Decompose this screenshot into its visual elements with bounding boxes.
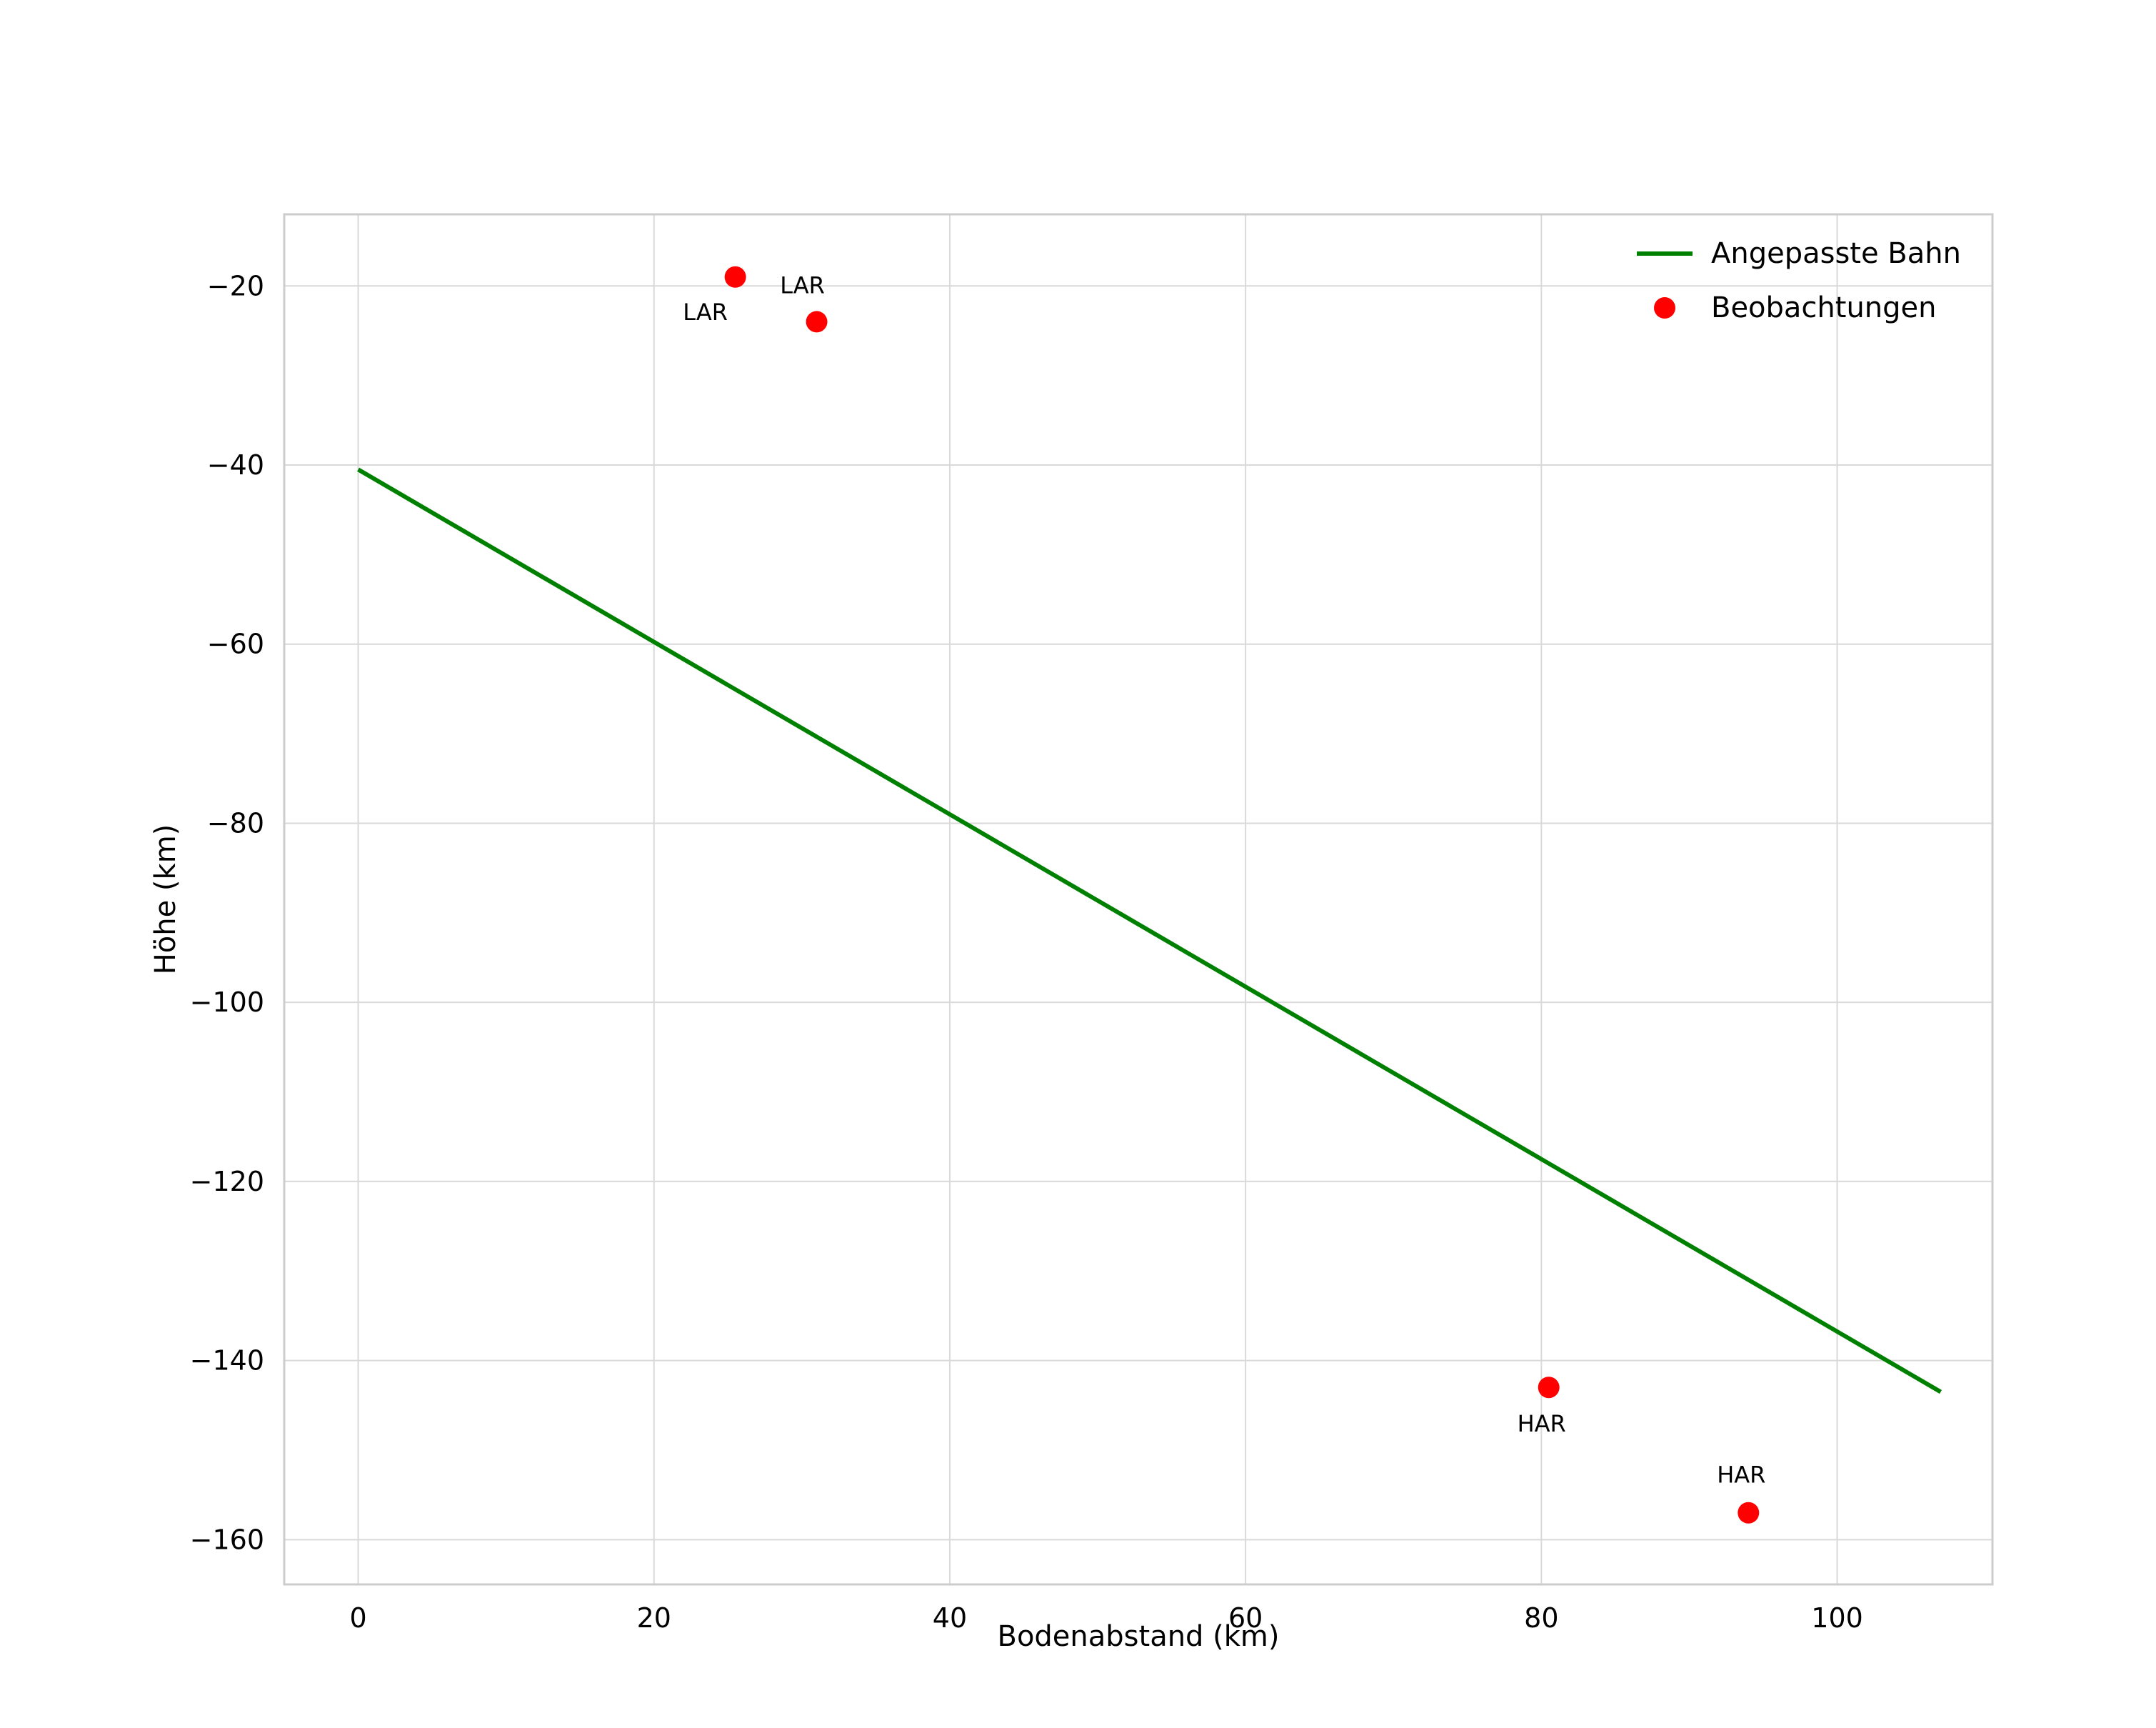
observation-point bbox=[806, 311, 828, 333]
station-label: LAR bbox=[683, 299, 728, 326]
fitted-trajectory-line bbox=[357, 467, 1942, 1394]
x-tick-label: 60 bbox=[1228, 1602, 1263, 1634]
x-tick-label: 0 bbox=[349, 1602, 366, 1634]
line-sample-icon bbox=[1637, 251, 1693, 256]
station-label: HAR bbox=[1717, 1462, 1765, 1489]
y-tick-label: −60 bbox=[207, 629, 264, 660]
x-axis-label: Bodenabstand (km) bbox=[997, 1620, 1280, 1653]
observation-point bbox=[724, 266, 746, 288]
y-tick-label: −160 bbox=[190, 1524, 264, 1555]
observation-point bbox=[1538, 1377, 1560, 1399]
y-axis-label: Höhe (km) bbox=[149, 824, 182, 975]
x-tick-label: 20 bbox=[637, 1602, 671, 1634]
point-sample-icon bbox=[1654, 297, 1675, 319]
station-label: LAR bbox=[780, 271, 825, 299]
y-tick-label: −100 bbox=[190, 987, 264, 1018]
plot-frame bbox=[283, 213, 1994, 1586]
y-tick-label: −140 bbox=[190, 1345, 264, 1377]
x-tick-label: 80 bbox=[1524, 1602, 1558, 1634]
x-tick-label: 40 bbox=[933, 1602, 967, 1634]
y-tick-label: −20 bbox=[207, 270, 264, 301]
legend-entry-observations: Beobachtungen bbox=[1637, 291, 1961, 324]
observation-point bbox=[1738, 1502, 1760, 1524]
legend-entry-fitted-line: Angepasste Bahn bbox=[1637, 237, 1961, 270]
legend-label: Angepasste Bahn bbox=[1711, 237, 1961, 270]
y-tick-label: −40 bbox=[207, 449, 264, 481]
x-tick-label: 100 bbox=[1811, 1602, 1863, 1634]
station-label: HAR bbox=[1518, 1410, 1566, 1437]
legend-label: Beobachtungen bbox=[1711, 291, 1937, 324]
legend: Angepasste Bahn Beobachtungen bbox=[1637, 237, 1961, 324]
y-tick-label: −120 bbox=[190, 1166, 264, 1197]
y-tick-label: −80 bbox=[207, 807, 264, 839]
